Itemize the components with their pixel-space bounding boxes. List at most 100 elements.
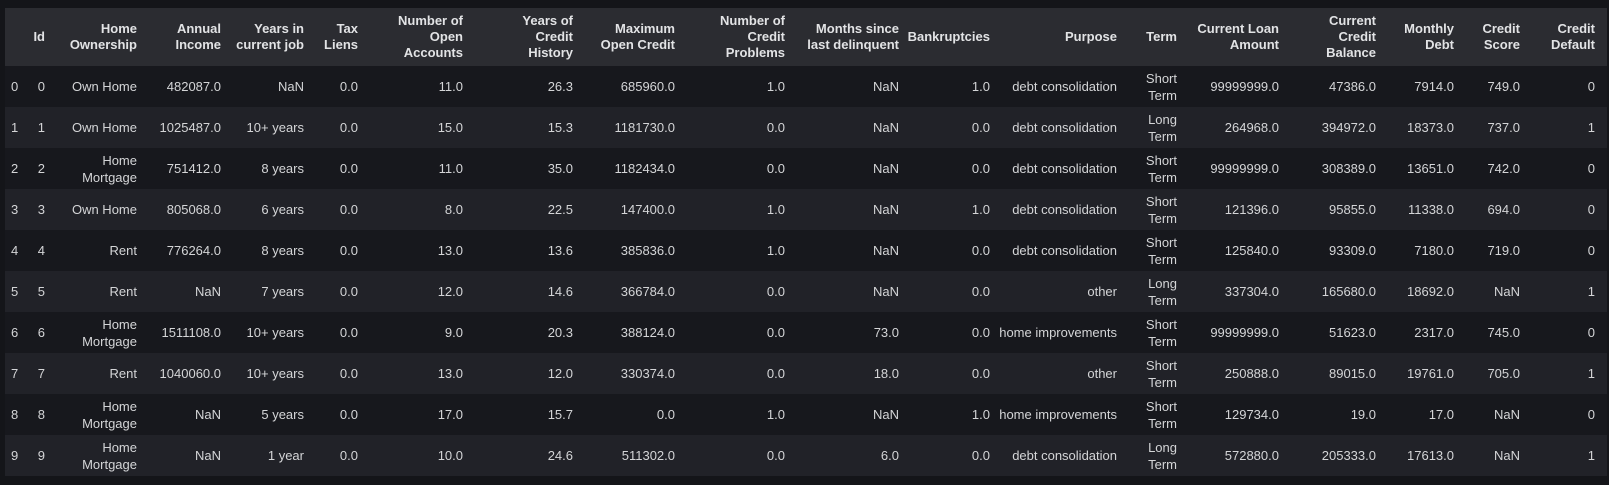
cell-months-since-last-delinquent: NaN (872, 120, 899, 135)
cell-annual-income: 1025487.0 (159, 120, 221, 135)
cell-bankruptcies: 0.0 (971, 325, 990, 340)
cell-years-of-credit-history: 13.6 (547, 243, 573, 258)
cell-maximum-open-credit: 366784.0 (620, 284, 675, 299)
column-header-id: Id (33, 29, 45, 44)
cell-bankruptcies: 0.0 (971, 243, 990, 258)
cell-purpose: debt consolidation (1012, 202, 1117, 217)
cell-credit-default: 1 (1587, 284, 1595, 299)
cell-purpose: debt consolidation (1012, 79, 1117, 94)
cell-number-of-credit-problems: 1.0 (766, 243, 785, 258)
cell-annual-income: 776264.0 (166, 243, 221, 258)
cell-years-of-credit-history: 15.3 (547, 120, 573, 135)
table-row: 3 3 Own Home 805068.0 6 years 0.0 8.0 22.5 14740… (5, 189, 1607, 230)
cell-current-credit-balance: 89015.0 (1329, 366, 1376, 381)
cell-current-credit-balance: 93309.0 (1329, 243, 1376, 258)
row-index-cell: 6 (11, 325, 19, 340)
row-index-cell: 2 (11, 161, 19, 176)
row-index-cell: 3 (11, 202, 19, 217)
column-header-tax-liens: Tax Liens (324, 21, 358, 52)
cell-years-of-credit-history: 14.6 (547, 284, 573, 299)
cell-credit-default: 0 (1587, 79, 1595, 94)
row-index-cell: 8 (11, 407, 19, 422)
cell-home-ownership: Rent (109, 284, 137, 299)
cell-maximum-open-credit: 1181730.0 (614, 120, 676, 135)
cell-maximum-open-credit: 511302.0 (621, 448, 675, 463)
cell-number-of-open-accounts: 9.0 (444, 325, 463, 340)
column-header-months-since-last-delinquent: Months since last delinquent (807, 21, 899, 52)
cell-term: Short Term (1145, 398, 1177, 431)
cell-home-ownership: Own Home (71, 202, 137, 217)
cell-annual-income: NaN (194, 407, 221, 422)
cell-id: 9 (37, 448, 45, 463)
cell-number-of-credit-problems: 1.0 (766, 79, 785, 94)
column-header-monthly-debt: Monthly Debt (1404, 21, 1454, 52)
cell-monthly-debt: 11338.0 (1407, 202, 1454, 217)
table-row: 1 1 Own Home 1025487.0 10+ years 0.0 15.0 15.3 1… (5, 107, 1607, 148)
cell-months-since-last-delinquent: 18.0 (873, 366, 899, 381)
cell-years-of-credit-history: 26.3 (547, 79, 573, 94)
cell-current-credit-balance: 47386.0 (1329, 79, 1376, 94)
cell-current-loan-amount: 337304.0 (1224, 284, 1279, 299)
cell-purpose: debt consolidation (1012, 120, 1117, 135)
table-row: 9 9 Home Mortgage NaN 1 year 0.0 10.0 24.6 51130… (5, 435, 1607, 476)
column-header-credit-score: Credit Score (1482, 21, 1520, 52)
cell-bankruptcies: 0.0 (971, 161, 990, 176)
cell-annual-income: 1511108.0 (161, 325, 221, 340)
cell-credit-score: 742.0 (1487, 161, 1520, 176)
cell-years-of-credit-history: 12.0 (547, 366, 573, 381)
cell-credit-default: 0 (1587, 243, 1595, 258)
cell-current-loan-amount: 264968.0 (1224, 120, 1279, 135)
cell-term: Short Term (1145, 70, 1177, 103)
cell-current-credit-balance: 165680.0 (1321, 284, 1376, 299)
cell-current-loan-amount: 129734.0 (1224, 407, 1279, 422)
cell-number-of-open-accounts: 10.0 (437, 448, 463, 463)
cell-purpose: debt consolidation (1012, 161, 1117, 176)
column-header-home-ownership: Home Ownership (69, 21, 137, 52)
cell-number-of-open-accounts: 17.0 (437, 407, 463, 422)
cell-monthly-debt: 7914.0 (1414, 79, 1454, 94)
cell-months-since-last-delinquent: 73.0 (873, 325, 899, 340)
cell-credit-default: 1 (1587, 120, 1595, 135)
cell-number-of-credit-problems: 0.0 (766, 366, 785, 381)
cell-bankruptcies: 0.0 (971, 448, 990, 463)
cell-monthly-debt: 17613.0 (1407, 448, 1454, 463)
cell-number-of-open-accounts: 15.0 (437, 120, 463, 135)
cell-number-of-open-accounts: 13.0 (437, 366, 463, 381)
cell-credit-default: 0 (1587, 202, 1595, 217)
cell-tax-liens: 0.0 (339, 161, 358, 176)
table-row: 5 5 Rent NaN 7 years 0.0 12.0 14.6 366784.0 0.0 Na… (5, 271, 1607, 312)
cell-tax-liens: 0.0 (339, 79, 358, 94)
cell-years-of-credit-history: 15.7 (547, 407, 573, 422)
cell-months-since-last-delinquent: NaN (872, 79, 899, 94)
cell-annual-income: 751412.0 (166, 161, 221, 176)
column-header-maximum-open-credit: Maximum Open Credit (600, 21, 675, 52)
cell-annual-income: NaN (194, 448, 221, 463)
cell-months-since-last-delinquent: NaN (872, 284, 899, 299)
column-header-years-of-credit-history: Years of Credit History (522, 13, 573, 60)
cell-purpose: home improvements (999, 325, 1117, 340)
cell-number-of-credit-problems: 0.0 (766, 161, 785, 176)
cell-home-ownership: Home Mortgage (82, 398, 137, 431)
cell-bankruptcies: 1.0 (971, 79, 990, 94)
cell-home-ownership: Rent (109, 243, 137, 258)
cell-credit-default: 0 (1587, 407, 1595, 422)
column-header-number-of-open-accounts: Number of Open Accounts (398, 13, 463, 60)
cell-id: 5 (37, 284, 45, 299)
cell-credit-score: NaN (1493, 407, 1520, 422)
table-row: 6 6 Home Mortgage 1511108.0 10+ years 0.0 9.0 2… (5, 312, 1607, 353)
cell-current-loan-amount: 121396.0 (1224, 202, 1279, 217)
cell-credit-default: 1 (1587, 366, 1595, 381)
cell-credit-score: 737.0 (1487, 120, 1520, 135)
cell-annual-income: 805068.0 (166, 202, 221, 217)
cell-number-of-open-accounts: 13.0 (437, 243, 463, 258)
cell-id: 7 (37, 366, 45, 381)
cell-id: 3 (37, 202, 45, 217)
cell-id: 0 (37, 79, 45, 94)
cell-months-since-last-delinquent: NaN (872, 243, 899, 258)
cell-monthly-debt: 2317.0 (1414, 325, 1454, 340)
cell-number-of-credit-problems: 0.0 (766, 448, 785, 463)
cell-current-loan-amount: 99999999.0 (1210, 161, 1279, 176)
cell-id: 6 (37, 325, 45, 340)
cell-annual-income: NaN (194, 284, 221, 299)
cell-number-of-credit-problems: 0.0 (766, 120, 785, 135)
